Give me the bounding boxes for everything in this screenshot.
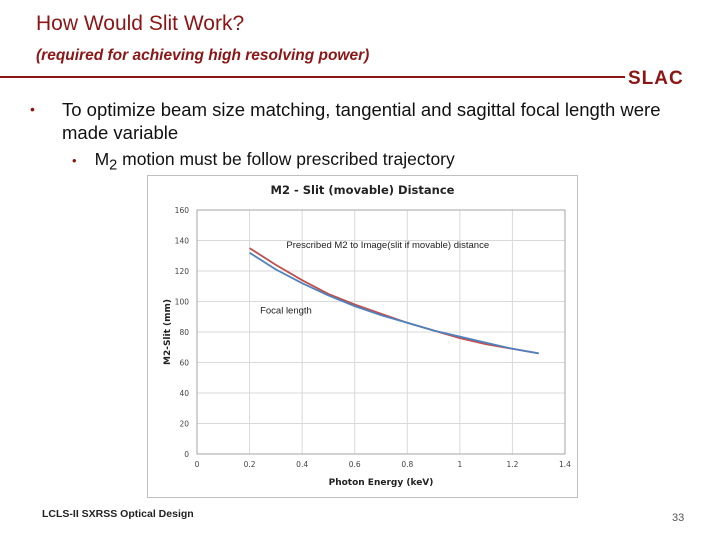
annotation-1: Prescribed M2 to Image(slit if movable) … xyxy=(286,240,489,251)
title-divider xyxy=(0,76,625,78)
y-tick-label: 160 xyxy=(175,206,190,215)
bullet-1: • To optimize beam size matching, tangen… xyxy=(30,98,680,144)
x-tick-label: 1.2 xyxy=(506,460,518,469)
bullet-dot-icon: • xyxy=(30,101,35,117)
slac-logo: SLAC xyxy=(628,68,684,89)
y-tick-label: 120 xyxy=(175,267,190,276)
bullet-2-text: motion must be follow prescribed traject… xyxy=(117,149,455,169)
bullet-2-subscript: 2 xyxy=(109,157,118,174)
footer-text: LCLS-II SXRSS Optical Design xyxy=(42,508,194,520)
bullet-2-prefix: M xyxy=(94,149,110,169)
series-line-2 xyxy=(249,251,539,355)
annotation-2: Focal length xyxy=(260,306,312,317)
x-tick-label: 1 xyxy=(457,460,462,469)
x-tick-label: 0.8 xyxy=(401,460,413,469)
y-axis-label: M2-Slit (mm) xyxy=(163,299,173,365)
plot-area-border xyxy=(196,209,566,455)
bullet-dot-icon: • xyxy=(72,153,77,168)
slide-title: How Would Slit Work? xyxy=(36,12,245,35)
x-axis-label: Photon Energy (keV) xyxy=(329,478,434,488)
y-tick-label: 100 xyxy=(175,298,190,307)
y-tick-label: 40 xyxy=(179,389,189,398)
y-tick-label: 0 xyxy=(184,450,189,459)
y-tick-label: 60 xyxy=(179,359,189,368)
x-tick-label: 1.4 xyxy=(559,460,571,469)
x-tick-label: 0 xyxy=(195,460,200,469)
bullet-1-text: To optimize beam size matching, tangenti… xyxy=(62,99,661,143)
chart-frame xyxy=(147,175,578,498)
bullet-2: • M2 motion must be follow prescribed tra… xyxy=(72,149,455,174)
page-number: 33 xyxy=(672,512,685,524)
x-tick-label: 0.2 xyxy=(244,460,256,469)
x-tick-label: 0.4 xyxy=(296,460,308,469)
y-tick-label: 140 xyxy=(175,237,190,246)
slide-subtitle: (required for achieving high resolving p… xyxy=(36,47,370,64)
x-tick-label: 0.6 xyxy=(349,460,361,469)
chart-title: M2 - Slit (movable) Distance xyxy=(271,183,455,197)
y-tick-label: 20 xyxy=(179,420,189,429)
m2-slit-distance-chart: M2 - Slit (movable) Distance020406080100… xyxy=(147,175,578,498)
y-tick-label: 80 xyxy=(179,328,189,337)
